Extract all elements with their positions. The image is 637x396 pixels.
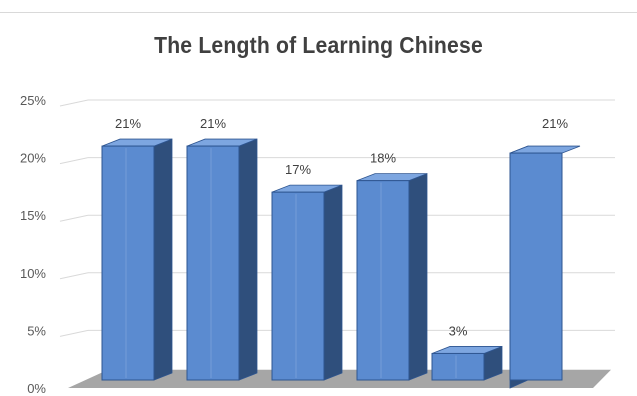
gridline-depth bbox=[59, 272, 89, 280]
bar-side bbox=[323, 184, 343, 381]
bar bbox=[186, 145, 240, 381]
bar-side bbox=[153, 138, 173, 381]
bar-side bbox=[408, 173, 428, 381]
data-label: 18% bbox=[370, 151, 396, 166]
y-tick-label: 0% bbox=[27, 381, 46, 396]
gridline-depth bbox=[59, 214, 89, 222]
gridline-depth bbox=[59, 157, 89, 165]
bar-side bbox=[238, 138, 258, 381]
y-tick-label: 10% bbox=[20, 266, 46, 281]
chart-title: The Length of Learning Chinese bbox=[154, 32, 483, 58]
data-label: 3% bbox=[449, 323, 468, 338]
y-tick-label: 15% bbox=[20, 208, 46, 223]
data-label: 21% bbox=[115, 116, 141, 131]
bar bbox=[356, 180, 410, 381]
bar bbox=[101, 145, 155, 381]
bar bbox=[509, 152, 563, 381]
y-tick-label: 20% bbox=[20, 151, 46, 166]
data-label: 21% bbox=[200, 116, 226, 131]
top-divider bbox=[0, 12, 637, 13]
data-label: 21% bbox=[542, 116, 568, 131]
data-label: 17% bbox=[285, 162, 311, 177]
y-tick-label: 25% bbox=[20, 93, 46, 108]
gridline-depth bbox=[59, 99, 89, 107]
gridline-depth bbox=[59, 329, 89, 337]
bar-top bbox=[509, 145, 581, 154]
bar bbox=[271, 191, 325, 381]
bar bbox=[431, 352, 485, 381]
y-tick-label: 5% bbox=[27, 323, 46, 338]
